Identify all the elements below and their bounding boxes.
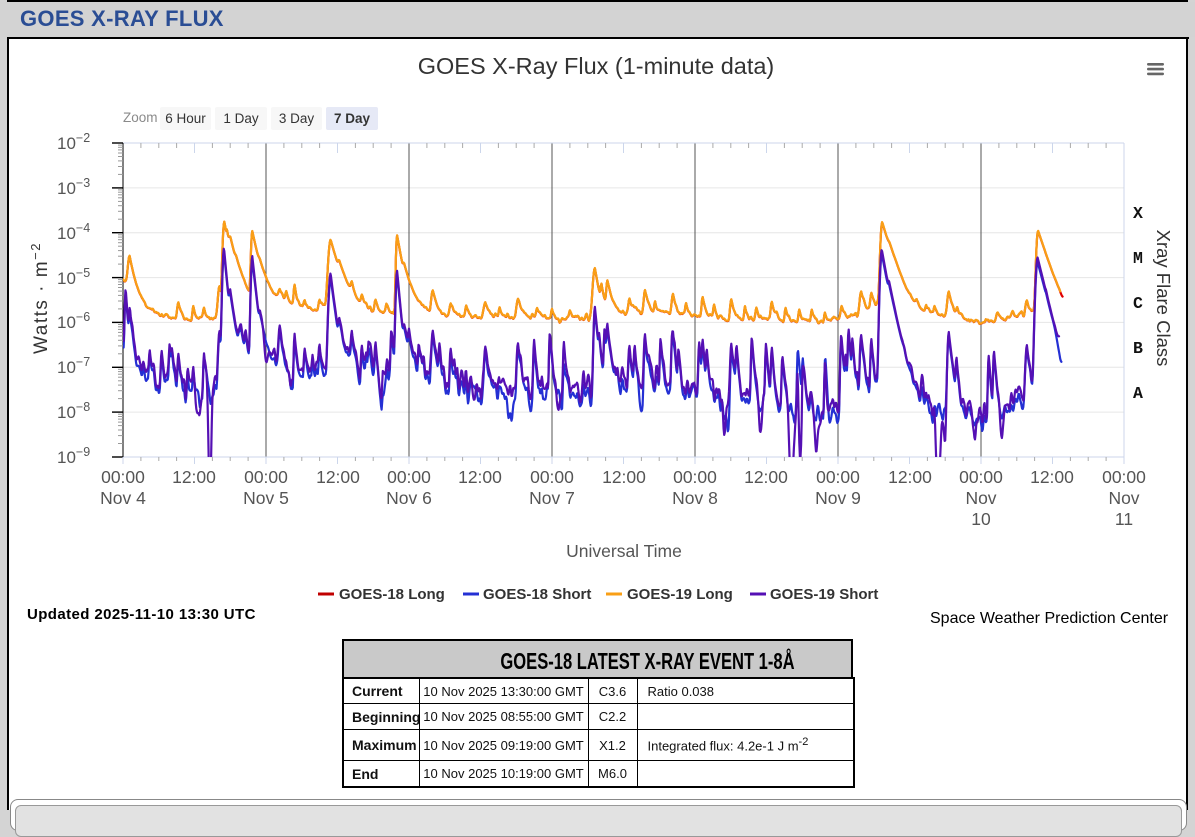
svg-text:00:00: 00:00 — [101, 467, 145, 487]
svg-text:00:00: 00:00 — [816, 467, 860, 487]
svg-text:12:00: 12:00 — [458, 467, 502, 487]
svg-text:1 Day: 1 Day — [223, 111, 259, 126]
svg-text:C: C — [1133, 294, 1143, 313]
svg-text:00:00: 00:00 — [530, 467, 574, 487]
svg-text:A: A — [1133, 384, 1143, 403]
svg-text:Nov: Nov — [1108, 488, 1139, 508]
svg-text:3 Day: 3 Day — [279, 111, 315, 126]
svg-text:10−6: 10−6 — [57, 310, 90, 332]
svg-text:12:00: 12:00 — [316, 467, 360, 487]
svg-text:GOES-18 Short: GOES-18 Short — [483, 586, 591, 603]
svg-text:12:00: 12:00 — [744, 467, 788, 487]
svg-text:Nov: Nov — [965, 488, 996, 508]
svg-text:Nov 4: Nov 4 — [100, 488, 146, 508]
svg-text:00:00: 00:00 — [387, 467, 431, 487]
svg-text:X: X — [1133, 204, 1143, 223]
svg-text:Updated 2025-11-10 13:30 UTC: Updated 2025-11-10 13:30 UTC — [27, 606, 256, 623]
svg-text:00:00: 00:00 — [959, 467, 1003, 487]
svg-text:7 Day: 7 Day — [334, 111, 371, 126]
svg-text:Universal Time: Universal Time — [566, 541, 682, 561]
svg-text:Nov 5: Nov 5 — [243, 488, 289, 508]
svg-text:10−2: 10−2 — [57, 131, 90, 153]
svg-text:10−9: 10−9 — [57, 445, 90, 467]
svg-text:00:00: 00:00 — [673, 467, 717, 487]
svg-text:00:00: 00:00 — [244, 467, 288, 487]
svg-text:M: M — [1133, 249, 1143, 268]
svg-text:Zoom: Zoom — [123, 110, 158, 125]
svg-text:10−7: 10−7 — [57, 355, 90, 377]
svg-text:Nov 9: Nov 9 — [815, 488, 861, 508]
svg-text:10−3: 10−3 — [57, 176, 90, 198]
svg-text:Space Weather Prediction Cente: Space Weather Prediction Center — [930, 610, 1169, 627]
svg-text:Watts · m−2: Watts · m−2 — [28, 242, 52, 354]
svg-text:GOES-18 Long: GOES-18 Long — [339, 586, 445, 603]
svg-text:B: B — [1133, 339, 1143, 358]
svg-text:GOES X-Ray Flux (1-minute data: GOES X-Ray Flux (1-minute data) — [418, 53, 775, 79]
svg-text:10−4: 10−4 — [57, 221, 90, 243]
svg-text:Nov 7: Nov 7 — [529, 488, 575, 508]
svg-text:12:00: 12:00 — [888, 467, 932, 487]
svg-text:Nov 8: Nov 8 — [672, 488, 718, 508]
svg-text:10−8: 10−8 — [57, 400, 90, 422]
svg-text:10: 10 — [971, 509, 991, 529]
svg-text:00:00: 00:00 — [1102, 467, 1146, 487]
svg-text:11: 11 — [1115, 509, 1133, 529]
svg-text:GOES-19 Short: GOES-19 Short — [770, 586, 878, 603]
svg-text:Xray Flare Class: Xray Flare Class — [1153, 230, 1174, 367]
svg-text:GOES-19 Long: GOES-19 Long — [627, 586, 733, 603]
svg-text:Nov 6: Nov 6 — [386, 488, 432, 508]
svg-text:10−5: 10−5 — [57, 266, 90, 288]
svg-text:12:00: 12:00 — [1030, 467, 1074, 487]
svg-text:12:00: 12:00 — [172, 467, 216, 487]
svg-text:6 Hour: 6 Hour — [165, 111, 206, 126]
svg-text:12:00: 12:00 — [602, 467, 646, 487]
